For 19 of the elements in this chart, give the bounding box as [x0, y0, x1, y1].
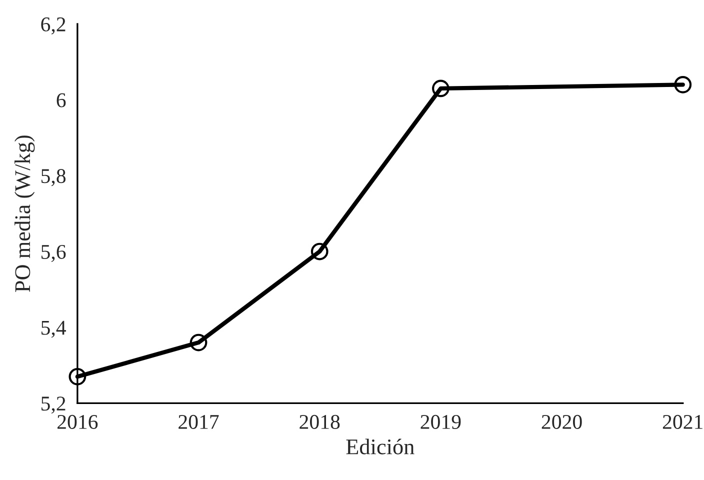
x-tick-label: 2019 [420, 414, 461, 429]
x-tick-label: 2018 [300, 414, 340, 429]
y-tick-label: 5,2 [42, 396, 66, 414]
point [310, 242, 328, 260]
point [432, 80, 450, 98]
x-axis-title: Edición [346, 438, 414, 454]
y-axis-title: PO media (W/kg) [14, 136, 35, 292]
y-tick-label: 5,4 [42, 320, 66, 338]
y-tick-label: 6 [56, 93, 66, 108]
y-tick-label: 5,6 [42, 244, 66, 262]
y-tick-label: 5,8 [42, 169, 66, 186]
point [68, 368, 86, 386]
x-tick-label: 2016 [58, 414, 98, 429]
y-tick-label: 6,2 [41, 17, 66, 34]
x-tick-label: 2020 [542, 414, 582, 429]
point [190, 334, 208, 352]
x-tick-label: 2017 [178, 414, 219, 429]
point [674, 76, 692, 94]
x-tick-label: 2021 [662, 414, 702, 429]
